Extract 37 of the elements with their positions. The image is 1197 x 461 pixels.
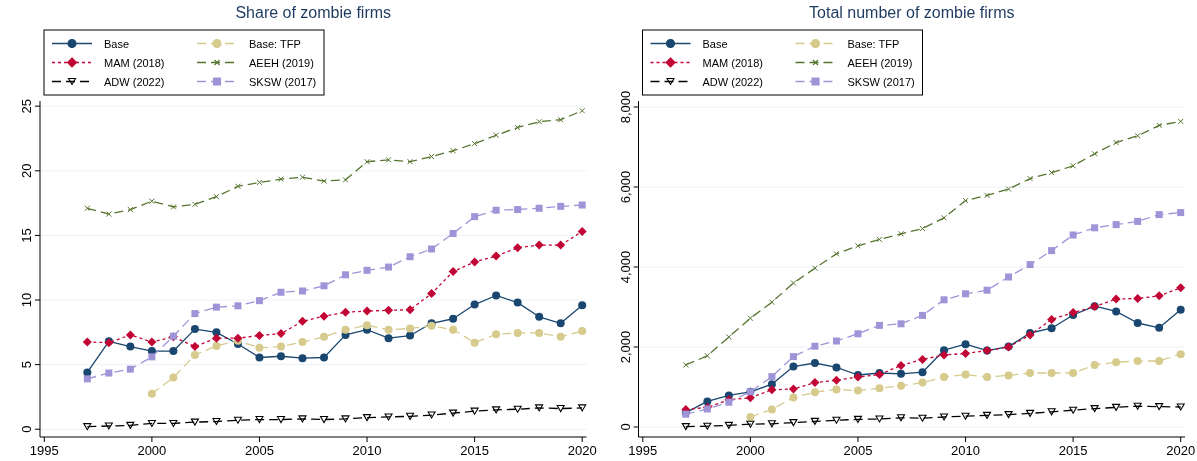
y-tick-label: 5 [19, 361, 34, 369]
legend-label: Base [104, 37, 130, 50]
x-tick-label: 2015 [1058, 443, 1088, 458]
chart-title: Share of zombie firms [235, 4, 392, 21]
legend-label: ADW (2022) [702, 75, 764, 88]
y-tick-label: 6,000 [617, 170, 633, 204]
y-tick-label: 4,000 [617, 250, 633, 284]
y-tick-label: 10 [19, 292, 34, 308]
legend-label: Base: TFP [847, 37, 900, 50]
y-tick-label: 15 [19, 228, 34, 243]
x-tick-label: 2020 [1166, 443, 1196, 458]
legend-label: ADW (2022) [104, 75, 165, 88]
x-tick-label: 2010 [951, 443, 980, 458]
x-tick-label: 2000 [137, 443, 167, 458]
legend-label: MAM (2018) [702, 56, 764, 69]
y-tick-label: 0 [19, 425, 34, 433]
y-tick-label: 20 [19, 163, 34, 179]
legend-label: Base [702, 37, 728, 50]
x-tick-label: 2020 [567, 443, 597, 458]
y-tick-label: 0 [617, 423, 633, 431]
legend-label: SKSW (2017) [847, 75, 915, 88]
y-tick-label: 25 [19, 98, 34, 114]
x-tick-label: 1995 [29, 443, 59, 458]
legend-label: AEEH (2019) [847, 56, 913, 69]
y-tick-label: 2,000 [617, 330, 633, 364]
legend-label: SKSW (2017) [249, 75, 317, 88]
legend-label: AEEH (2019) [249, 56, 314, 69]
legend-label: MAM (2018) [104, 56, 165, 69]
chart-title: Total number of zombie firms [809, 4, 1015, 21]
x-tick-label: 2005 [245, 443, 274, 458]
x-tick-label: 2005 [843, 443, 873, 458]
x-tick-label: 2010 [352, 443, 382, 458]
y-tick-label: 8,000 [617, 90, 633, 124]
x-tick-label: 2000 [735, 443, 765, 458]
legend-label: Base: TFP [249, 37, 301, 50]
x-tick-label: 2015 [460, 443, 490, 458]
x-tick-label: 1995 [628, 443, 658, 458]
